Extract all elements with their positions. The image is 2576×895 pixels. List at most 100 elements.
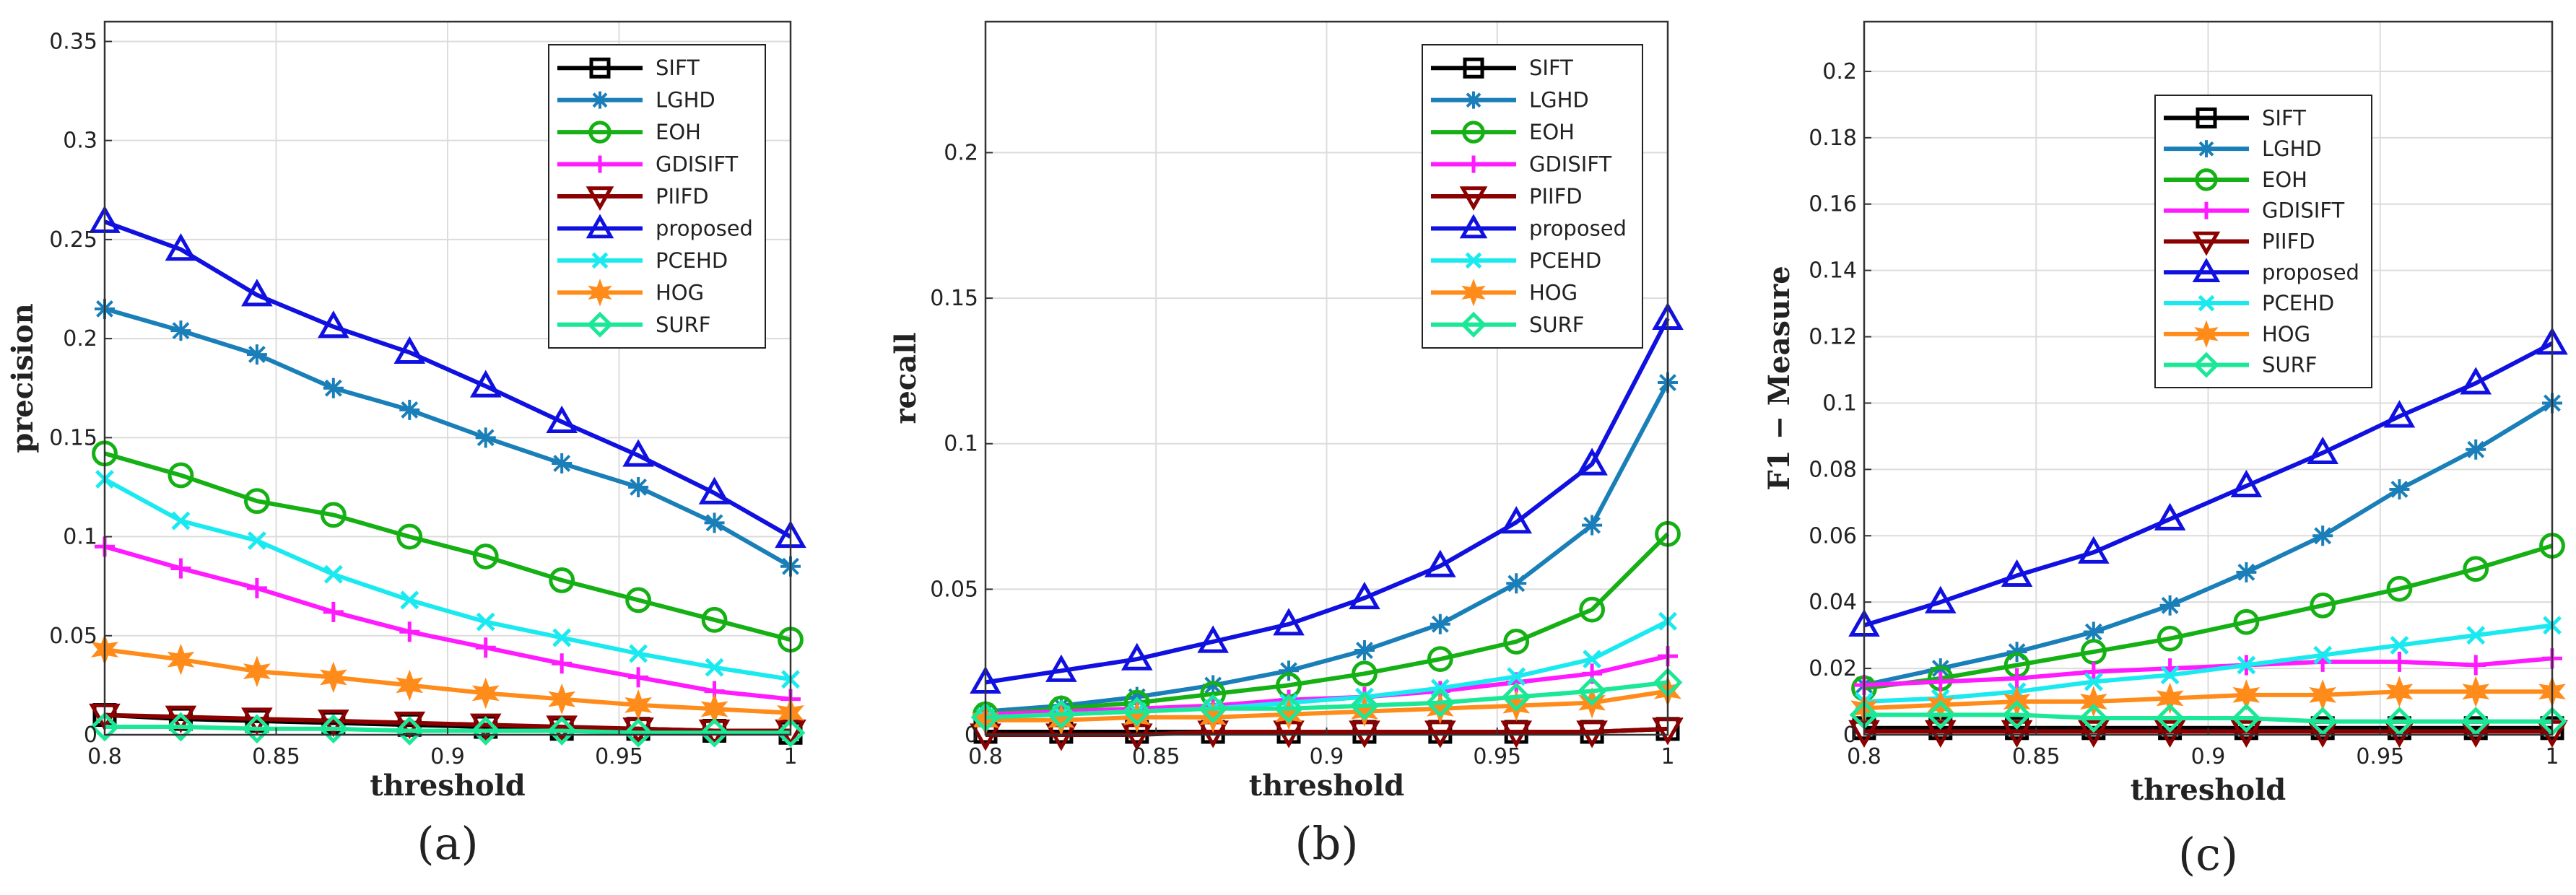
legend-label: LGHD [656, 88, 715, 113]
legend: SIFT LGHD EOH GDISIFT PIIFD proposed PCEHD HOG S… [548, 44, 766, 349]
data-point-surf [700, 717, 729, 748]
legend-label: EOH [656, 120, 701, 144]
data-point-proposed [1924, 585, 1957, 614]
y-tick-label: 0.18 [1809, 126, 1857, 151]
data-point-eoh [549, 567, 575, 593]
legend-label: PCEHD [656, 248, 728, 273]
data-point-hog [167, 643, 195, 676]
series-layer [1848, 327, 2568, 748]
legend-entry-surf: SURF [1431, 311, 1584, 338]
data-point-surf [775, 717, 806, 748]
x-tick-label: 0.9 [430, 744, 465, 769]
x-tick-label: 1 [2545, 744, 2559, 769]
data-point-surf [471, 716, 501, 746]
data-point-gdisift [399, 621, 420, 642]
data-point-lghd [1506, 573, 1527, 594]
series-proposed [89, 205, 806, 549]
series-line-hog [104, 647, 791, 715]
data-point-hog [2385, 676, 2414, 708]
data-point-surf [1425, 688, 1455, 717]
data-point-eoh [2386, 575, 2413, 602]
data-point-eoh [2233, 608, 2260, 635]
legend-entry-sift: SIFT [2164, 105, 2306, 130]
series-line-eoh [985, 532, 1670, 717]
data-point-eoh [472, 543, 499, 569]
series-line-pcehd [1863, 623, 2553, 704]
data-point-lghd [2083, 621, 2104, 642]
data-point-proposed [2460, 367, 2492, 395]
legend-label: GDISIFT [656, 152, 738, 177]
series-line-surf [1864, 712, 2552, 724]
data-point-proposed [241, 279, 273, 307]
data-point-gdisift [2389, 651, 2410, 672]
data-point-eoh [2310, 592, 2336, 619]
data-point-pcehd [705, 658, 724, 677]
y-tick-label: 0.08 [1809, 457, 1857, 482]
y-tick-label: 0.15 [49, 425, 97, 450]
y-tick-label: 0.06 [1809, 523, 1857, 549]
data-point-pcehd [2313, 645, 2333, 665]
series-line-eoh [104, 451, 791, 642]
data-point-surf [1198, 694, 1228, 724]
data-point-proposed [2001, 559, 2033, 588]
data-point-gdisift [628, 667, 649, 688]
y-tick-label: 0.14 [1809, 258, 1857, 284]
data-point-pcehd [2237, 655, 2256, 675]
data-point-lghd [552, 453, 573, 474]
x-tick-label: 0.8 [1847, 744, 1881, 769]
series-proposed [1848, 327, 2568, 637]
legend-entry-proposed: proposed [557, 214, 753, 240]
data-point-pcehd [323, 564, 343, 584]
data-point-pcehd [1583, 650, 1602, 669]
series-line-hog [1863, 689, 2552, 711]
x-tick-label: 0.9 [1310, 744, 1344, 769]
legend-label: PIIFD [656, 184, 709, 209]
data-point-piifd [2001, 720, 2033, 748]
x-axis-label: threshold [2131, 773, 2286, 807]
data-point-eoh [1352, 660, 1378, 687]
legend-label: EOH [2262, 167, 2307, 192]
legend-entry-gdisift: GDISIFT [1431, 152, 1611, 177]
series-line-hog [985, 689, 1668, 722]
legend-entry-sift: SIFT [1431, 56, 1573, 80]
data-point-surf [2079, 703, 2109, 733]
y-axis-label: F1 − Measure [1762, 266, 1796, 490]
series-line-surf [985, 680, 1668, 720]
x-tick-label: 0.85 [2012, 744, 2061, 769]
y-tick-label: 0.15 [930, 286, 978, 311]
legend-entry-piifd: PIIFD [557, 184, 709, 211]
x-tick-label: 1 [1661, 744, 1674, 769]
panel-caption: (b) [1294, 817, 1358, 870]
data-point-proposed [2078, 536, 2110, 564]
data-point-proposed [546, 405, 578, 434]
x-tick-label: 0.8 [87, 744, 122, 769]
data-point-surf [1122, 697, 1152, 727]
data-point-proposed [2154, 502, 2186, 531]
data-point-surf [1501, 682, 1531, 712]
y-tick-label: 0.1 [944, 432, 978, 457]
series-eoh [92, 440, 804, 653]
data-point-proposed [2383, 400, 2416, 428]
series-surf [970, 668, 1683, 733]
legend-entry-pcehd: PCEHD [557, 248, 728, 273]
y-tick-label: 0.2 [63, 326, 97, 352]
data-point-proposed [1349, 581, 1380, 610]
y-tick-label: 0.16 [1809, 192, 1857, 217]
legend-entry-pcehd: PCEHD [1431, 248, 1601, 273]
legend-label: proposed [1529, 216, 1627, 240]
data-point-piifd [1924, 720, 1957, 748]
data-point-lghd [246, 344, 267, 365]
series-line-pcehd [103, 477, 791, 682]
y-tick-label: 0.05 [930, 577, 978, 602]
series-line-eoh [1863, 543, 2553, 691]
data-point-surf [1349, 691, 1380, 721]
data-point-lghd [323, 377, 344, 398]
legend-entry-eoh: EOH [557, 120, 701, 144]
legend-label: SIFT [656, 56, 700, 80]
data-point-gdisift [2466, 655, 2486, 676]
data-point-gdisift [1930, 671, 1951, 692]
data-point-lghd [1430, 614, 1450, 634]
data-point-proposed [1197, 625, 1229, 653]
legend-label: GDISIFT [2262, 198, 2344, 223]
y-tick-label: 0.12 [1809, 325, 1857, 350]
